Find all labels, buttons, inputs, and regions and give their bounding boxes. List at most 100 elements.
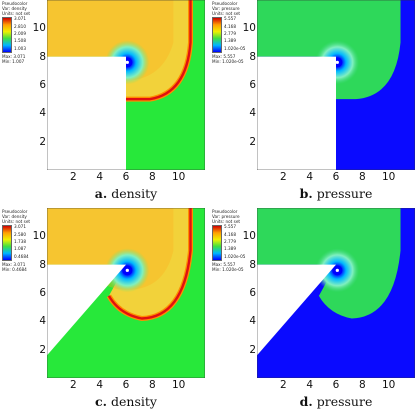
y-tick-label: 2 [249, 135, 256, 148]
legend-max: Max: 5.557 [212, 262, 236, 268]
colorbar-tick-label: 1.003 [14, 45, 26, 51]
colorbar-tick-label: 1.738 [14, 238, 26, 244]
panel-caption: d. pressure [257, 394, 415, 409]
x-tick-label: 4 [306, 379, 313, 391]
obstacle [257, 56, 336, 170]
colorbar-tick-label: 4.168 [224, 23, 236, 29]
colorbar [212, 225, 222, 262]
caption-text: pressure [316, 394, 373, 409]
obstacle [47, 56, 126, 170]
colorbar-tick-label: 2.810 [14, 23, 26, 29]
x-axis: 2 4 6 8 10 [47, 379, 205, 393]
panel-d: Pseudocolor Var: pressure Units: not set… [210, 208, 419, 416]
colorbar-tick-label: 1.389 [224, 38, 236, 44]
y-tick-label: 4 [39, 107, 46, 120]
x-tick-label: 2 [279, 171, 287, 183]
legend-title: Pseudocolor Var: density Units: not set [2, 1, 31, 16]
vortex-eye [335, 60, 339, 64]
x-tick-label: 4 [306, 171, 313, 183]
colorbar-tick-label: 2.009 [14, 30, 26, 36]
caption-letter: a. [94, 186, 108, 201]
x-axis: 2 4 6 8 10 [47, 171, 205, 185]
y-tick-label: 10 [242, 22, 256, 35]
colorbar-tick-label: 1.389 [224, 246, 236, 252]
panel-c: Pseudocolor Var: density Units: not set 3… [0, 208, 209, 416]
legend-min: Min: 1.007 [2, 59, 25, 65]
legend-title: Pseudocolor Var: pressure Units: not set [212, 209, 241, 224]
x-tick-label: 4 [96, 171, 103, 183]
colorbar-tick-label: 4.168 [224, 231, 236, 237]
panel-b: Pseudocolor Var: pressure Units: not set… [210, 0, 419, 208]
y-tick-label: 4 [249, 107, 256, 120]
colorbar-tick-label: 2.580 [14, 231, 26, 237]
caption-text: density [111, 394, 157, 409]
legend-max: Max: 3.071 [2, 262, 26, 268]
x-tick-label: 6 [122, 171, 130, 183]
pseudocolor-plot [47, 208, 205, 378]
colorbar-tick-label: 1.087 [14, 246, 26, 252]
y-tick-label: 6 [39, 287, 46, 299]
x-tick-label: 10 [171, 379, 186, 391]
y-tick-label: 2 [39, 343, 46, 356]
colorbar [2, 17, 12, 54]
x-tick-label: 8 [358, 379, 366, 391]
vortex-eye [125, 60, 129, 64]
x-axis: 2 4 6 8 10 [257, 171, 415, 185]
x-tick-label: 8 [148, 379, 156, 391]
legend-max: Max: 3.071 [2, 54, 26, 60]
colorbar-tick-label: 3.071 [14, 224, 26, 230]
legend-max: Max: 5.557 [212, 54, 236, 60]
vortex-eye [125, 268, 129, 272]
y-tick-label: 4 [249, 315, 256, 328]
x-tick-label: 4 [96, 379, 103, 391]
shock-front [107, 208, 192, 320]
y-tick-label: 6 [39, 79, 46, 91]
x-tick-label: 10 [381, 379, 396, 391]
colorbar-legend: Pseudocolor Var: pressure Units: not set… [212, 209, 256, 273]
colorbar-tick-label: 1.020e-05 [224, 253, 246, 259]
legend-title: Pseudocolor Var: density Units: not set [2, 209, 31, 224]
y-tick-label: 10 [32, 22, 46, 35]
x-tick-label: 2 [279, 379, 287, 391]
caption-text: density [111, 186, 158, 201]
panel-caption: b. pressure [257, 186, 415, 201]
colorbar-legend: Pseudocolor Var: pressure Units: not set… [212, 1, 256, 65]
y-tick-label: 6 [249, 79, 256, 91]
caption-text: pressure [316, 186, 373, 201]
pseudocolor-plot [257, 0, 415, 170]
colorbar-tick-label: 1.020e-05 [224, 45, 246, 51]
caption-letter: c. [95, 394, 108, 409]
y-tick-label: 10 [242, 230, 256, 243]
y-axis: 2 4 6 8 10 [32, 208, 47, 378]
pseudocolor-plot [47, 0, 205, 170]
legend-min: Min: 1.020e-05 [212, 59, 244, 65]
x-axis: 2 4 6 8 10 [257, 379, 415, 393]
x-tick-label: 8 [358, 171, 366, 183]
y-axis: 2 4 6 8 10 [242, 208, 257, 378]
colorbar-tick-label: 3.071 [14, 16, 26, 22]
y-tick-label: 4 [39, 315, 46, 328]
colorbar-legend: Pseudocolor Var: density Units: not set 3… [2, 1, 46, 65]
legend-title: Pseudocolor Var: pressure Units: not set [212, 1, 241, 16]
y-tick-label: 8 [249, 258, 256, 271]
panel-caption: c. density [47, 394, 205, 409]
x-tick-label: 6 [332, 379, 340, 391]
colorbar-tick-label: 5.557 [224, 224, 236, 230]
pseudocolor-plot [257, 208, 415, 378]
y-tick-label: 2 [39, 135, 46, 148]
x-tick-label: 6 [122, 379, 130, 391]
y-tick-label: 10 [32, 230, 46, 243]
colorbar-tick-label: 0.4684 [14, 253, 29, 259]
caption-letter: d. [299, 394, 313, 409]
y-tick-label: 6 [249, 287, 256, 299]
panel-caption: a. density [47, 186, 205, 201]
legend-min: Min: 0.4684 [2, 267, 27, 273]
colorbar-legend: Pseudocolor Var: density Units: not set 3… [2, 209, 46, 273]
y-tick-label: 8 [39, 258, 46, 271]
y-tick-label: 8 [249, 50, 256, 63]
x-tick-label: 8 [148, 171, 156, 183]
colorbar [212, 17, 222, 54]
colorbar-tick-label: 2.779 [224, 238, 236, 244]
vortex-eye [335, 268, 339, 272]
x-tick-label: 2 [69, 171, 77, 183]
